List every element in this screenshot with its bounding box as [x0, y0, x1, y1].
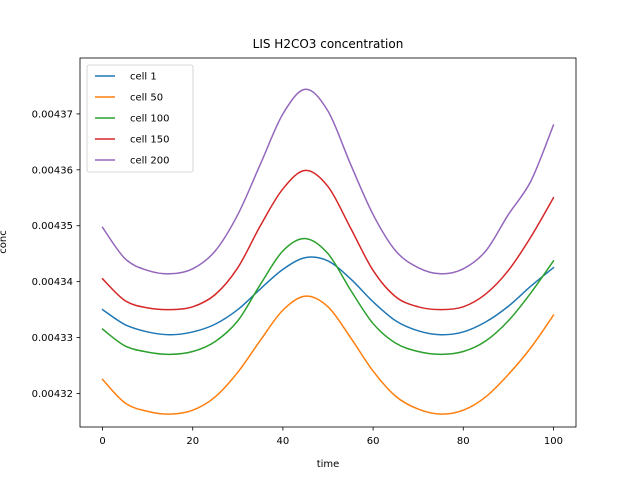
- legend: cell 1 cell 50 cell 100 cell 150 cell 200: [86, 64, 194, 173]
- legend-label: cell 50: [130, 93, 163, 104]
- x-axis: 0 20 40 60 80 100: [99, 427, 563, 447]
- y-tick-label: 0.00434: [32, 277, 73, 288]
- legend-label: cell 150: [130, 135, 169, 146]
- chart-title: LIS H2CO3 concentration: [253, 37, 404, 51]
- x-tick-label: 100: [544, 436, 563, 447]
- x-tick-label: 40: [277, 436, 290, 447]
- y-tick-label: 0.00433: [32, 333, 73, 344]
- series-line-cell-150: [101, 169, 555, 311]
- y-tick-label: 0.00432: [32, 389, 73, 400]
- x-axis-label: time: [317, 459, 340, 470]
- series-layer: [101, 88, 555, 415]
- legend-label: cell 200: [130, 156, 169, 167]
- y-tick-label: 0.00436: [32, 165, 73, 176]
- y-axis: 0.00432 0.00433 0.00434 0.00435 0.00436 0.004…: [32, 109, 80, 400]
- legend-label: cell 100: [130, 114, 169, 125]
- y-axis-label: conc: [0, 230, 9, 253]
- legend-label: cell 1: [130, 72, 157, 83]
- x-tick-label: 0: [99, 436, 105, 447]
- x-tick-label: 60: [367, 436, 380, 447]
- x-tick-label: 80: [457, 436, 470, 447]
- series-line-cell-1: [101, 256, 555, 336]
- x-tick-label: 20: [186, 436, 199, 447]
- legend-box: [86, 64, 194, 173]
- y-tick-label: 0.00435: [32, 221, 73, 232]
- series-line-cell-200: [101, 88, 555, 275]
- plot-frame: [79, 57, 577, 428]
- series-line-cell-100: [101, 237, 555, 356]
- y-tick-label: 0.00437: [32, 109, 73, 120]
- series-line-cell-50: [101, 295, 555, 415]
